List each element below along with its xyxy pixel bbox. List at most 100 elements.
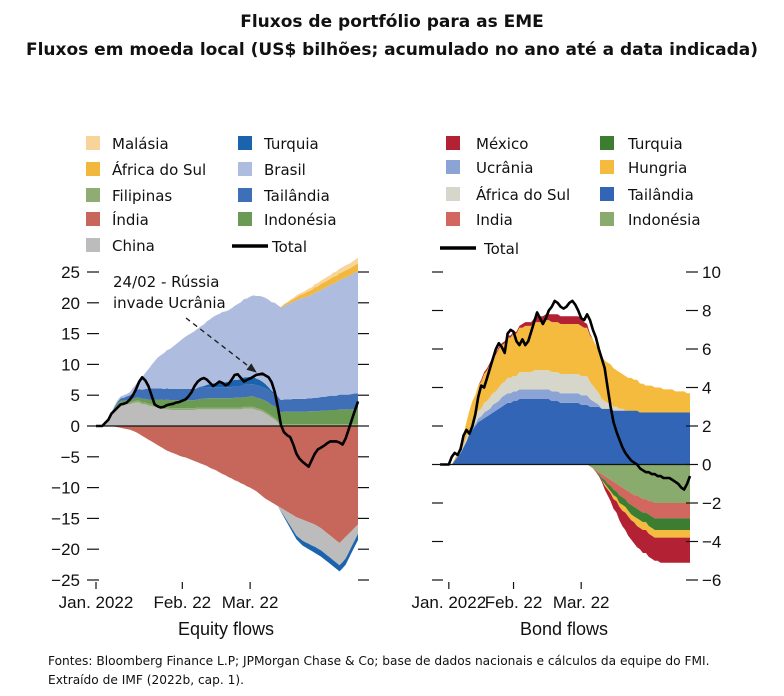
chart-title-line-1: Fluxos de portfólio para as EME [240, 12, 544, 32]
bond-legend: México Ucrânia África do Sul India Turquia Hu… [440, 135, 701, 258]
equity-axes: 25 20 15 10 5 0 −5 −10 −15 −20 −25 Jan. 2022 Feb. 22… [51, 263, 369, 639]
equity-x-tick-label: Mar. 22 [222, 593, 279, 612]
equity-legend-label-indonesia: Indonésia [264, 211, 337, 229]
bond-area-neg-turquia [440, 464, 690, 530]
bond-y-tick-label: −4 [702, 533, 721, 552]
equity-y-tick-label: −15 [51, 509, 80, 528]
bond-x-tick-label: Mar. 22 [553, 593, 610, 612]
bond-legend-swatch-tailandia [600, 187, 614, 201]
equity-area-pos-tailandia [96, 384, 358, 426]
equity-legend-label-brasil: Brasil [264, 161, 306, 179]
bond-flows-panel: México Ucrânia África do Sul India Turquia Hu… [411, 135, 721, 639]
equity-legend-swatch-tailandia [238, 188, 252, 202]
equity-flows-panel: Malásia África do Sul Filipinas Índia China T… [51, 135, 369, 639]
equity-y-tick-label: 15 [61, 325, 80, 344]
equity-y-tick-label: −10 [51, 479, 80, 498]
equity-legend-label-malasia: Malásia [112, 135, 169, 153]
bond-legend-label-india: India [476, 211, 513, 229]
russia-annotation: 24/02 - Rússia invade Ucrânia [113, 273, 257, 373]
equity-legend-swatch-malasia [86, 136, 100, 150]
bond-area-neg-india [440, 464, 690, 519]
bond-area-neg-hungria [440, 464, 690, 538]
equity-area-pos-brasil [96, 271, 358, 426]
annotation-line-2: invade Ucrânia [113, 294, 226, 312]
bond-legend-label-turquia: Turquia [627, 135, 683, 153]
bond-legend-label-mexico: México [476, 135, 528, 153]
bond-y-tick-label: 8 [702, 302, 711, 321]
bond-x-tick-label: Jan. 2022 [411, 593, 486, 612]
equity-y-tick-label: −5 [61, 448, 80, 467]
bond-y-tick-label: 10 [702, 263, 721, 282]
equity-y-tick-label: 5 [71, 386, 80, 405]
equity-x-tick-label: Feb. 22 [153, 593, 211, 612]
equity-total-line [96, 372, 360, 468]
bond-area-neg-mexico [440, 464, 690, 563]
bond-y-tick-label: 4 [702, 379, 711, 398]
bond-area-pos-hungria [440, 320, 690, 465]
equity-legend-label-india: Índia [112, 210, 149, 229]
bond-area-pos-tailandia [440, 399, 690, 465]
bond-axis-title: Bond flows [520, 619, 608, 639]
equity-legend-swatch-africa-do-sul [86, 162, 100, 176]
source-line-1: Fontes: Bloomberg Finance L.P; JPMorgan … [48, 654, 710, 668]
source-line-2: Extraído de IMF (2022b, cap. 1). [48, 673, 245, 687]
source-note: Fontes: Bloomberg Finance L.P; JPMorgan … [48, 652, 768, 690]
bond-legend-label-tailandia: Tailândia [627, 186, 694, 204]
bond-y-tick-label: 0 [702, 456, 711, 475]
equity-y-tick-label: 10 [61, 355, 80, 374]
equity-y-tick-label: 0 [71, 417, 80, 436]
bond-x-tick-label: Feb. 22 [485, 593, 543, 612]
annotation-line-1: 24/02 - Rússia [113, 273, 219, 291]
equity-legend-swatch-indonesia [238, 212, 252, 226]
bond-legend-swatch-hungria [600, 160, 614, 174]
bond-y-tick-label: −2 [702, 494, 721, 513]
equity-area-neg-china [96, 426, 358, 566]
equity-area-pos-turquia [96, 376, 358, 426]
bond-legend-swatch-india [446, 212, 460, 226]
bond-legend-swatch-turquia [600, 136, 614, 150]
bond-legend-label-hungria: Hungria [628, 159, 687, 177]
equity-area-pos-malasia [96, 257, 358, 426]
bond-legend-label-indonesia: Indonésia [628, 211, 701, 229]
bond-area-neg-indonesia [440, 464, 690, 503]
bond-y-tick-label: −6 [702, 571, 721, 590]
bond-legend-swatch-ucrania [446, 160, 460, 174]
equity-y-tick-label: 25 [61, 263, 80, 282]
bond-legend-label-ucrania: Ucrânia [476, 159, 533, 177]
equity-plot-area [96, 257, 360, 572]
equity-x-tick-label: Jan. 2022 [59, 593, 134, 612]
equity-y-tick-label: 20 [61, 294, 80, 313]
equity-legend-swatch-filipinas [86, 188, 100, 202]
equity-area-neg-india [96, 426, 358, 543]
bond-y-tick-label: 6 [702, 340, 711, 359]
bond-y-tick-label: 2 [702, 417, 711, 436]
equity-legend-label-china: China [112, 237, 155, 255]
bond-legend-swatch-mexico [446, 136, 460, 150]
equity-y-tick-label: −20 [51, 540, 80, 559]
equity-legend: Malásia África do Sul Filipinas Índia China T… [86, 135, 337, 256]
bond-total-line [440, 299, 692, 491]
charts-canvas: Malásia África do Sul Filipinas Índia China T… [51, 135, 721, 639]
annotation-arrow [185, 317, 257, 373]
equity-legend-swatch-china [86, 238, 100, 252]
equity-area-pos-africa-do-sul [96, 263, 358, 426]
bond-legend-label-africa-do-sul: África do Sul [476, 185, 570, 204]
equity-y-tick-label: −25 [51, 571, 80, 590]
bond-plot-area [440, 299, 692, 563]
bond-legend-swatch-indonesia [600, 212, 614, 226]
equity-area-pos-indonesia [96, 396, 358, 426]
equity-legend-swatch-brasil [238, 162, 252, 176]
chart-title-line-2: Fluxos em moeda local (US$ bilhões; acum… [25, 40, 759, 60]
bond-legend-label-total: Total [483, 240, 519, 258]
equity-legend-swatch-india [86, 212, 100, 226]
equity-legend-label-tailandia: Tailândia [263, 187, 330, 205]
equity-legend-label-total: Total [271, 238, 307, 256]
bond-legend-swatch-africa-do-sul [446, 187, 460, 201]
equity-axis-title: Equity flows [178, 619, 274, 639]
equity-legend-label-turquia: Turquia [263, 135, 319, 153]
equity-legend-label-africa-do-sul: África do Sul [112, 160, 206, 179]
equity-legend-label-filipinas: Filipinas [112, 187, 172, 205]
equity-legend-swatch-turquia [238, 136, 252, 150]
bond-area-pos-africa-do-sul [440, 370, 690, 465]
